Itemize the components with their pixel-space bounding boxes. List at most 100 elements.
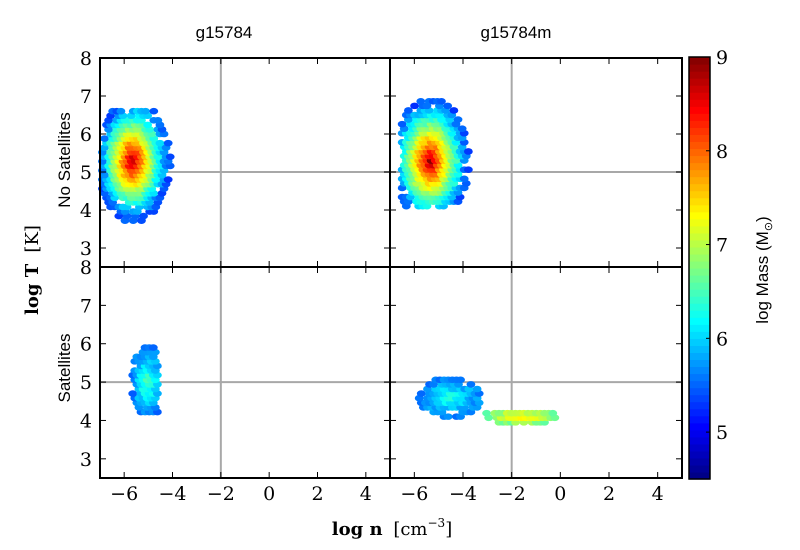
panel-g15784m-no-satellites-cluster-0: [397, 98, 473, 210]
colorbar-swatch: [689, 218, 710, 227]
hexbin-cell: [397, 120, 407, 128]
colorbar-swatch: [689, 260, 710, 269]
hexbin-cell: [437, 98, 446, 105]
panel-g15784m-no-satellites: [389, 57, 683, 268]
y-tick-label: 3: [80, 238, 92, 260]
colorbar-swatch: [689, 401, 710, 410]
hexbin-cell: [143, 121, 153, 129]
colorbar-swatch: [689, 373, 710, 382]
hexbin-cell: [148, 344, 158, 351]
colorbar-swatch: [689, 239, 710, 248]
hexbin-cell: [149, 107, 159, 115]
hexbin-cell: [141, 107, 150, 115]
column-title-g15784m: g15784m: [481, 23, 552, 42]
colorbar-tick-label: 7: [716, 235, 728, 257]
colorbar-swatch: [689, 352, 710, 361]
x-tick-label: −6: [110, 483, 138, 505]
colorbar-swatch: [689, 415, 710, 424]
colorbar-swatch: [689, 113, 710, 121]
x-axis-label-main: log n: [332, 519, 383, 540]
x-tick-label: 0: [263, 483, 275, 505]
colorbar-swatch: [689, 106, 710, 114]
colorbar-label-close: ): [753, 216, 772, 222]
colorbar-swatch: [689, 394, 710, 403]
colorbar-swatch: [689, 225, 710, 234]
hexbin-cell: [457, 125, 467, 132]
panel-g15784m-satellites: −6 −4 −2 0 2 4: [389, 266, 683, 505]
hexbin-cell: [443, 102, 453, 110]
colorbar-swatch: [689, 176, 710, 185]
hexbin-cell: [459, 175, 469, 183]
colorbar-swatch: [689, 197, 710, 206]
colorbar-swatch: [689, 275, 710, 283]
x-tick-label: −2: [498, 483, 526, 505]
hexbin-cell: [100, 135, 109, 142]
x-tick-label: −6: [400, 483, 428, 505]
y-tick-label: 5: [80, 162, 92, 184]
y-tick-label: 6: [80, 334, 92, 356]
hexbin-cell: [472, 385, 482, 393]
colorbar-swatch: [689, 85, 710, 93]
colorbar-swatch: [689, 338, 710, 346]
colorbar-tick-label: 6: [716, 328, 728, 350]
y-tick-label: 3: [80, 449, 92, 471]
y-tick-label: 8: [80, 48, 92, 70]
x-axis-label-close: ]: [445, 519, 452, 540]
colorbar-swatch: [689, 289, 710, 297]
panel-g15784-satellites: 3 4 5 6 7 8 −6 −4 −2 0 2 4: [80, 257, 391, 505]
colorbar-swatch: [689, 296, 710, 304]
hexbin-cell: [463, 148, 473, 155]
x-tick-label: 2: [311, 483, 323, 505]
x-tick-label: 0: [554, 483, 566, 505]
colorbar-swatch: [689, 387, 710, 396]
colorbar-swatch: [689, 148, 710, 157]
x-tick-label: 2: [603, 483, 615, 505]
colorbar-swatch: [689, 331, 710, 339]
colorbar-swatch: [689, 450, 710, 459]
panel-g15784-satellites-cluster-0: [128, 344, 162, 416]
colorbar-swatch: [689, 211, 710, 220]
y-axis-label-unit: [K]: [22, 225, 43, 253]
x-axis-label-unit: [cm: [393, 519, 427, 540]
hexbin-cell: [443, 413, 453, 420]
y-tick-label: 4: [80, 200, 92, 222]
colorbar-swatch: [689, 282, 710, 290]
colorbar-swatch: [689, 436, 710, 445]
colorbar: 5 6 7 8 9: [688, 47, 728, 480]
row-label-satellites: Satellites: [55, 334, 74, 403]
hexbin-cell: [416, 98, 426, 105]
column-title-g15784: g15784: [196, 23, 253, 42]
y-axis-label-main: log T: [22, 263, 43, 315]
panel-g15784m-satellites-frame: [389, 266, 683, 479]
panel-g15784m-satellites-cluster-0: [414, 376, 484, 420]
x-tick-label: −2: [207, 483, 235, 505]
y-tick-label: 7: [80, 86, 92, 108]
x-tick-label: −4: [158, 483, 186, 505]
colorbar-swatch: [689, 429, 710, 438]
hexbin-cell: [416, 390, 426, 397]
hexbin-cell: [163, 139, 173, 147]
colorbar-frame: [688, 56, 711, 480]
colorbar-swatch: [689, 317, 710, 325]
colorbar-swatch: [689, 324, 710, 332]
colorbar-swatch: [689, 246, 710, 255]
colorbar-label: log Mass (M⊙): [753, 216, 775, 323]
colorbar-label-main: log Mass (M: [753, 231, 772, 324]
row-label-no-satellites: No Satellites: [55, 112, 74, 207]
hexbin-cell: [453, 116, 463, 123]
x-tick-label: −4: [449, 483, 477, 505]
colorbar-label-sub: ⊙: [763, 222, 775, 231]
colorbar-swatch: [689, 57, 710, 65]
x-tick-label: 4: [360, 483, 372, 505]
x-axis-label: log n [cm−3]: [332, 516, 452, 540]
colorbar-swatch: [689, 134, 710, 142]
colorbar-swatch: [689, 471, 710, 480]
x-axis-label-exponent: −3: [427, 516, 445, 530]
panel-g15784m-satellites-cluster-1: [482, 409, 560, 426]
colorbar-swatch: [689, 120, 710, 128]
colorbar-swatch: [689, 422, 710, 431]
colorbar-swatch: [689, 190, 710, 199]
hexbin-cell: [410, 102, 419, 110]
